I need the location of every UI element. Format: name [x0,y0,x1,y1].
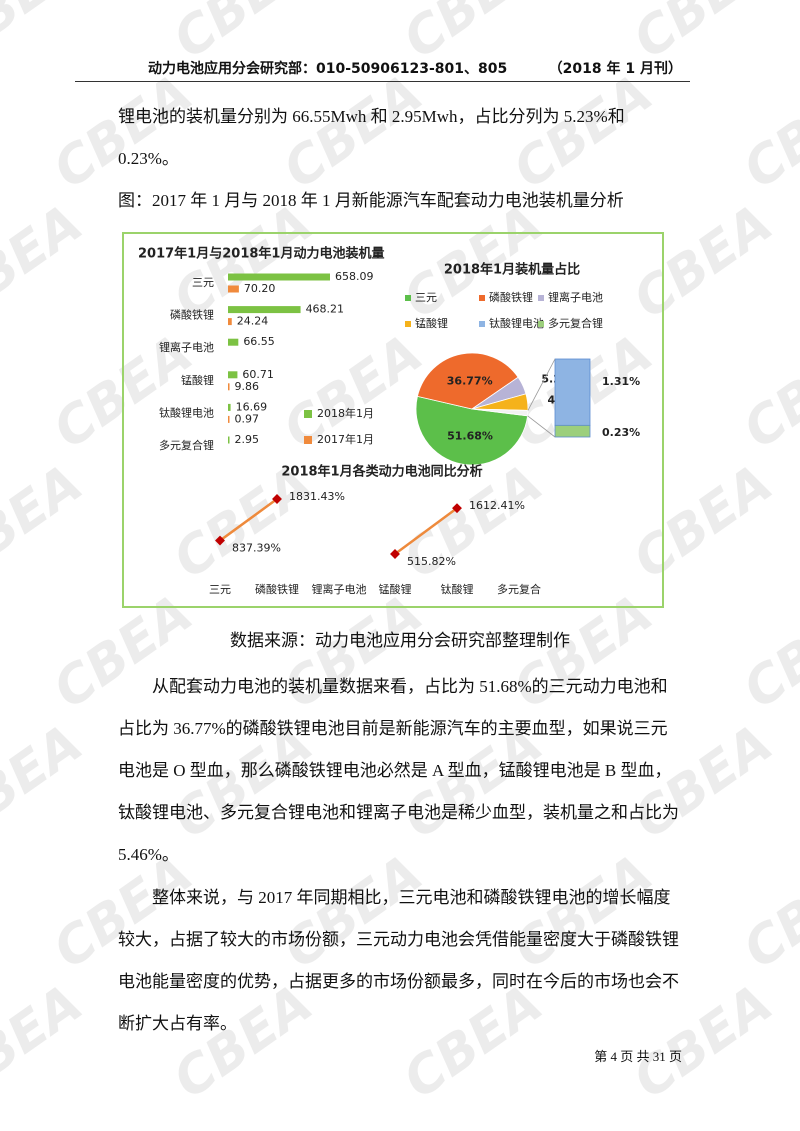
pie-slice [416,352,519,410]
marker [390,549,400,559]
header-rule [75,81,690,82]
legend-label: 锰酸锂 [415,316,448,330]
legend-swatch [538,295,544,301]
category-label: 锂离子电池 [159,340,214,354]
watermark: CBEA [733,63,800,200]
legend-label: 多元复合锂 [548,316,603,330]
watermark: CBEA [733,583,800,720]
data-label: 837.39% [232,542,281,555]
data-label: 658.09 [335,270,374,283]
chart-title: 2018年1月装机量占比 [444,262,580,278]
chart-title: 2018年1月各类动力电池同比分析 [281,464,482,480]
data-label: 468.21 [306,303,345,316]
secondary-bar [554,358,591,426]
category-label: 磷酸铁锂 [255,582,299,596]
bar [228,306,301,314]
marker [452,503,462,514]
legend-label: 锂离子电池 [548,290,603,304]
secondary-bar [554,424,591,438]
pie-slice [415,395,529,466]
chart-title: 2017年1月与2018年1月动力电池装机量 [138,246,384,262]
data-label: 0.23% [602,426,640,439]
connector [527,358,556,411]
category-label: 锰酸锂 [181,373,214,387]
data-label: 0.97 [235,412,260,425]
bar [228,338,239,346]
footer: 第 4 页 共 31 页 [594,1049,682,1064]
data-label: 1.31% [602,375,640,388]
bar [228,273,330,281]
legend-swatch [479,295,485,301]
caption: 图：2017 年 1 月与 2018 年 1 月新能源汽车配套动力电池装机量分析 [118,191,624,210]
category-label: 三元 [192,276,214,289]
legend-swatch [304,410,312,418]
category-label: 钛酸锂电池 [159,405,214,419]
connector [527,415,556,438]
legend-swatch [304,436,312,444]
bar [228,371,238,379]
data-label: 1831.43% [289,490,345,503]
marker [215,535,225,546]
data-label: 51.68% [447,430,493,443]
category-label: 磷酸铁锂 [170,308,214,322]
data-label: 36.77% [447,374,493,387]
chart: 2017年1月与2018年1月动力电池装机量三元磷酸铁锂锂离子电池锰酸锂钛酸锂电… [122,232,664,608]
watermark: CBEA [0,973,93,1110]
intro: 锂电池的装机量分别为 66.55Mwh 和 2.95Mwh，占比分列为 5.23… [118,107,625,168]
watermark: CBEA [733,323,800,460]
legend-swatch [479,321,485,327]
bar [228,318,232,326]
bar [228,415,230,423]
legend-label: 2017年1月 [317,432,374,446]
source: 数据来源：动力电池应用分会研究部整理制作 [230,631,570,650]
data-label: 24.24 [237,315,269,328]
data-label: 60.71 [242,368,273,381]
bar [228,403,231,411]
watermark: CBEA [733,843,800,980]
watermark: CBEA [0,193,93,330]
data-label: 16.69 [236,400,268,413]
watermark: CBEA [0,0,93,71]
bar [228,383,230,391]
category-label: 锰酸锂 [379,582,412,596]
data-label: 2.95 [235,433,260,446]
legend-label: 磷酸铁锂 [489,290,533,304]
line [219,497,458,556]
data-label: 70.20 [244,282,276,295]
bar [228,436,230,444]
header-right: （2018 年 1 月刊） [548,61,682,77]
data-label: 1612.41% [469,499,525,512]
legend-swatch [405,295,411,301]
legend-swatch [405,321,411,327]
legend-swatch [538,321,544,327]
category-label: 锂离子电池 [312,582,367,596]
legend-label: 钛酸锂电池 [489,316,544,330]
paragraph: 从配套动力电池的装机量数据来看，占比为 51.68%的三元动力电池和占比为 36… [118,677,679,864]
pie-slice [471,408,529,417]
watermark: CBEA [0,713,93,850]
category-label: 多元复合锂 [159,438,214,452]
bar [228,285,239,293]
legend-label: 三元 [415,291,437,304]
category-label: 三元 [209,583,231,596]
legend-label: 2018年1月 [317,406,374,420]
data-label: 9.86 [235,380,260,393]
category-label: 多元复合 [497,582,541,596]
paragraph: 整体来说，与 2017 年同期相比，三元电池和磷酸铁锂电池的增长幅度较大，占据了… [118,888,679,1033]
header-left: 动力电池应用分会研究部：010-50906123-801、805 [148,61,508,77]
watermark: CBEA [0,453,93,590]
data-label: 515.82% [407,555,456,568]
data-label: 66.55 [243,335,275,348]
category-label: 钛酸锂 [441,582,474,596]
